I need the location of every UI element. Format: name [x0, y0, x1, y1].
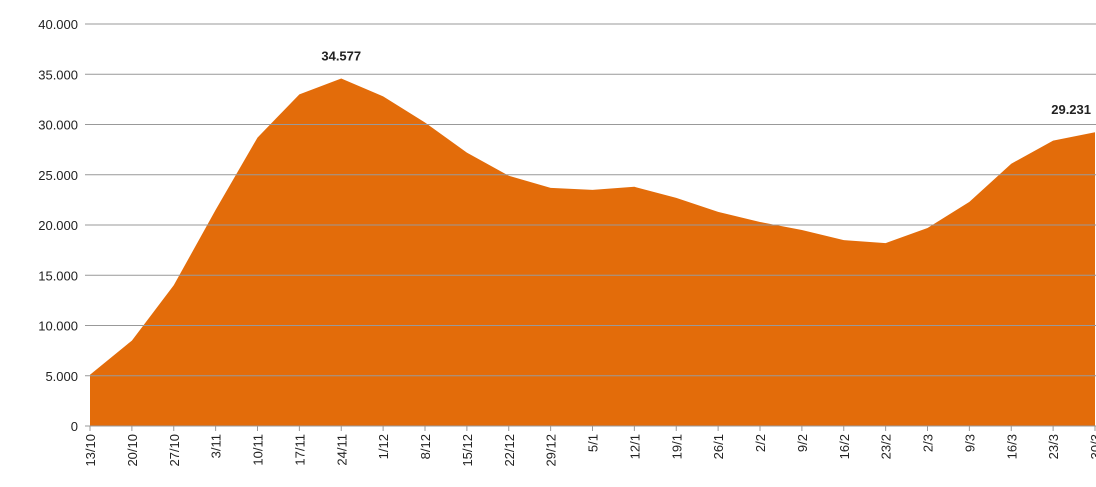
x-tick-label: 23/3	[1046, 434, 1061, 459]
y-tick-label: 40.000	[38, 17, 78, 32]
x-tick-label: 15/12	[460, 434, 475, 467]
y-tick-label: 10.000	[38, 319, 78, 334]
x-tick-label: 2/2	[753, 434, 768, 452]
y-tick-label: 0	[71, 419, 78, 434]
x-tick-label: 20/10	[125, 434, 140, 467]
y-tick-label: 5.000	[45, 369, 78, 384]
x-tick-label: 9/2	[795, 434, 810, 452]
x-tick-label: 27/10	[167, 434, 182, 467]
x-tick-label: 10/11	[251, 434, 266, 466]
x-tick-label: 8/12	[418, 434, 433, 459]
x-tick-label: 16/3	[1004, 434, 1019, 459]
data-label: 29.231	[1051, 102, 1091, 117]
y-tick-label: 15.000	[38, 268, 78, 283]
y-tick-label: 30.000	[38, 118, 78, 133]
x-tick-label: 24/11	[334, 434, 349, 466]
y-tick-label: 35.000	[38, 67, 78, 82]
y-tick-label: 20.000	[38, 218, 78, 233]
area	[90, 78, 1095, 426]
x-tick-label: 1/12	[376, 434, 391, 459]
x-tick-label: 5/1	[586, 434, 601, 452]
x-tick-label: 29/12	[544, 434, 559, 467]
y-tick-label: 25.000	[38, 168, 78, 183]
data-label: 34.577	[321, 49, 361, 64]
x-tick-label: 22/12	[502, 434, 517, 467]
x-tick-label: 16/2	[837, 434, 852, 459]
x-tick-label: 23/2	[879, 434, 894, 459]
x-tick-label: 26/1	[711, 434, 726, 459]
x-tick-label: 30/3	[1088, 434, 1096, 459]
x-tick-label: 2/3	[921, 434, 936, 452]
x-tick-label: 17/11	[292, 434, 307, 466]
x-tick-label: 9/3	[962, 434, 977, 452]
x-tick-label: 12/1	[627, 434, 642, 459]
x-tick-label: 13/10	[83, 434, 98, 467]
x-tick-label: 19/1	[669, 434, 684, 459]
x-tick-label: 3/11	[209, 434, 224, 458]
